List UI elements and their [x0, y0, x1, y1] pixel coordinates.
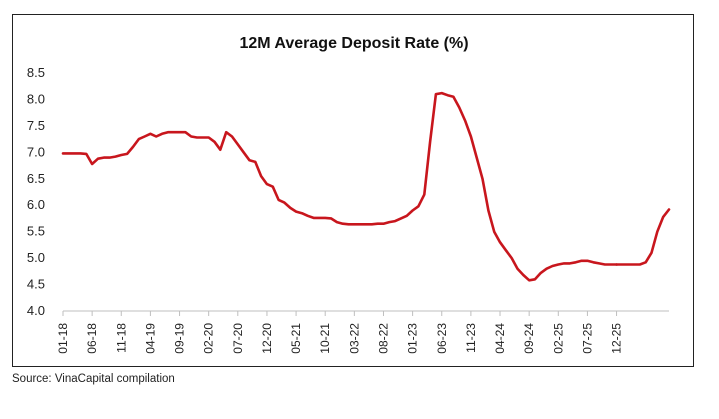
y-tick-label: 5.5	[27, 224, 45, 239]
x-tick-label: 12-25	[610, 323, 624, 354]
chart-frame: 12M Average Deposit Rate (%) 4.0 4.5 5.0 5.…	[12, 14, 694, 367]
y-tick-label: 8.5	[27, 65, 45, 80]
x-tick-label: 09-19	[173, 323, 187, 354]
y-tick-label: 4.0	[27, 303, 45, 318]
x-tick-label: 03-22	[347, 323, 361, 354]
y-tick-label: 8.0	[27, 91, 45, 106]
x-tick-label: 11-23	[464, 323, 478, 353]
y-tick-label: 5.0	[27, 250, 45, 265]
x-tick-label: 07-20	[231, 323, 245, 354]
y-tick-label: 4.5	[27, 277, 45, 292]
line-chart: 12M Average Deposit Rate (%) 4.0 4.5 5.0 5.…	[27, 35, 671, 354]
y-tick-label: 7.0	[27, 144, 45, 159]
x-tick-label: 02-25	[551, 323, 565, 354]
source-note: Source: VinaCapital compilation	[12, 373, 175, 385]
series-line-1	[61, 91, 618, 282]
x-tick-label: 05-21	[289, 323, 303, 354]
y-tick-label: 6.5	[27, 171, 45, 186]
chart-title: 12M Average Deposit Rate (%)	[239, 35, 468, 52]
y-tick-label: 6.0	[27, 197, 45, 212]
x-tick-label: 01-18	[56, 323, 70, 354]
x-tick-label: 11-18	[114, 323, 128, 353]
plot-area: 4.0 4.5 5.0 5.5 6.0 6.5 7.0 7.5 8.0 8.5 01-18 06-18…	[27, 65, 671, 354]
x-tick-label: 12-20	[260, 323, 274, 354]
x-tick-label: 04-19	[143, 323, 157, 354]
x-tick-label: 08-22	[376, 323, 390, 354]
x-tick-label: 10-21	[318, 323, 332, 354]
x-tick-label: 04-24	[493, 323, 507, 354]
y-tick-label: 7.5	[27, 118, 45, 133]
x-tick-label: 06-23	[435, 323, 449, 354]
x-tick-label: 09-24	[522, 323, 536, 354]
x-tick-label: 07-25	[580, 323, 594, 354]
x-tick-label: 06-18	[85, 323, 99, 354]
x-tick-label: 02-20	[202, 323, 216, 354]
series-line-2	[615, 208, 671, 266]
x-tick-label: 01-23	[406, 323, 420, 354]
